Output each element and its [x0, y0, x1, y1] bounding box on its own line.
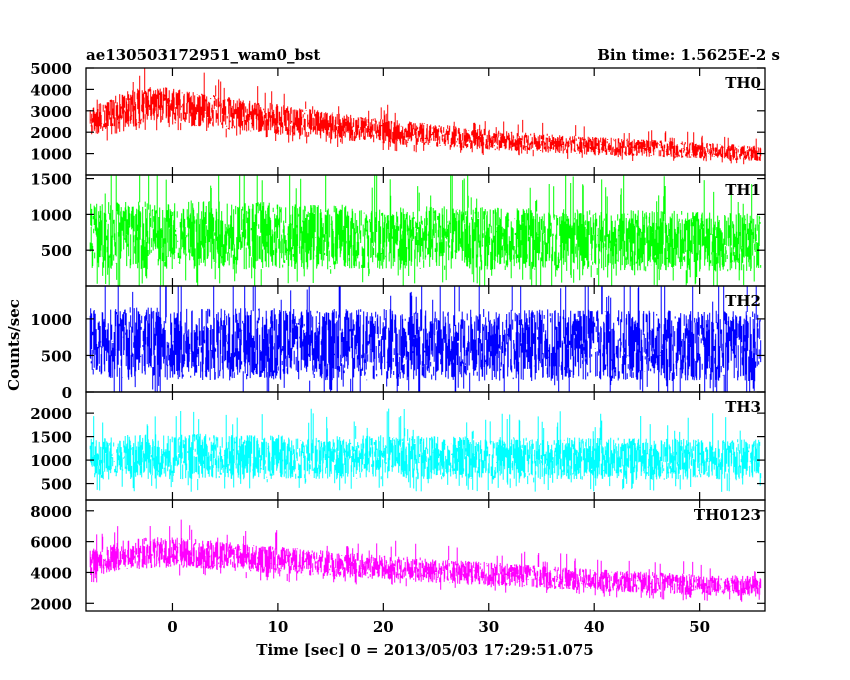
- series-th0123: [89, 519, 762, 602]
- series-th2: [89, 286, 762, 392]
- x-tick-label: 20: [373, 618, 394, 636]
- panel-th1: 500 1000 1500 TH1: [30, 171, 766, 287]
- panel-name-label: TH3: [725, 398, 761, 416]
- y-axis-label: Counts/sec: [5, 299, 23, 391]
- panel-th2: 0 500 1000 TH2: [30, 285, 766, 402]
- panel-name-label: TH0123: [694, 506, 761, 524]
- y-tick-label: 2000: [30, 405, 72, 423]
- figure-title: ae130503172951_wam0_bst: [86, 46, 320, 64]
- x-tick-label: 10: [267, 618, 288, 636]
- y-tick-label: 1500: [30, 429, 72, 447]
- panel-frame: [85, 67, 766, 176]
- y-tick-label: 5000: [30, 60, 72, 78]
- panel-frame: [85, 499, 766, 612]
- y-tick-label: 6000: [30, 534, 72, 552]
- y-tick-label: 1000: [30, 146, 72, 164]
- series-th1: [89, 175, 762, 286]
- y-tick-label: 500: [41, 347, 72, 365]
- y-tick-label: 8000: [30, 503, 72, 521]
- bin-time-label: Bin time: 1.5625E-2 s: [597, 46, 780, 64]
- y-tick-label: 1000: [30, 452, 72, 470]
- y-tick-label: 500: [41, 476, 72, 494]
- y-tick-label: 2000: [30, 595, 72, 613]
- panel-name-label: TH2: [725, 292, 761, 310]
- panel-th0123: 2000 4000 6000 8000 TH0123: [30, 499, 766, 613]
- x-axis-label: Time [sec] 0 = 2013/05/03 17:29:51.075: [256, 641, 593, 659]
- series-th3: [89, 408, 762, 492]
- y-tick-label: 1500: [30, 171, 72, 189]
- y-tick-label: 1000: [30, 206, 72, 224]
- x-tick-label: 30: [478, 618, 499, 636]
- x-tick-label: 0: [167, 618, 177, 636]
- panel-th3: 500 1000 1500 2000 TH3: [30, 391, 766, 501]
- panel-name-label: TH1: [725, 181, 761, 199]
- y-tick-label: 2000: [30, 124, 72, 142]
- panel-name-label: TH0: [725, 74, 761, 92]
- y-tick-label: 0: [62, 384, 72, 402]
- y-tick-label: 500: [41, 242, 72, 260]
- x-tick-label: 40: [584, 618, 605, 636]
- y-tick-label: 4000: [30, 81, 72, 99]
- y-tick-label: 1000: [30, 311, 72, 329]
- panels-layer: 10002000300040005000TH050010001500TH1050…: [30, 60, 766, 636]
- x-tick-label: 50: [689, 618, 710, 636]
- y-tick-label: 3000: [30, 103, 72, 121]
- y-tick-label: 4000: [30, 564, 72, 582]
- series-th0: [89, 68, 762, 165]
- panel-th0: 1000 2000 3000 4000 5000 TH0: [30, 60, 766, 176]
